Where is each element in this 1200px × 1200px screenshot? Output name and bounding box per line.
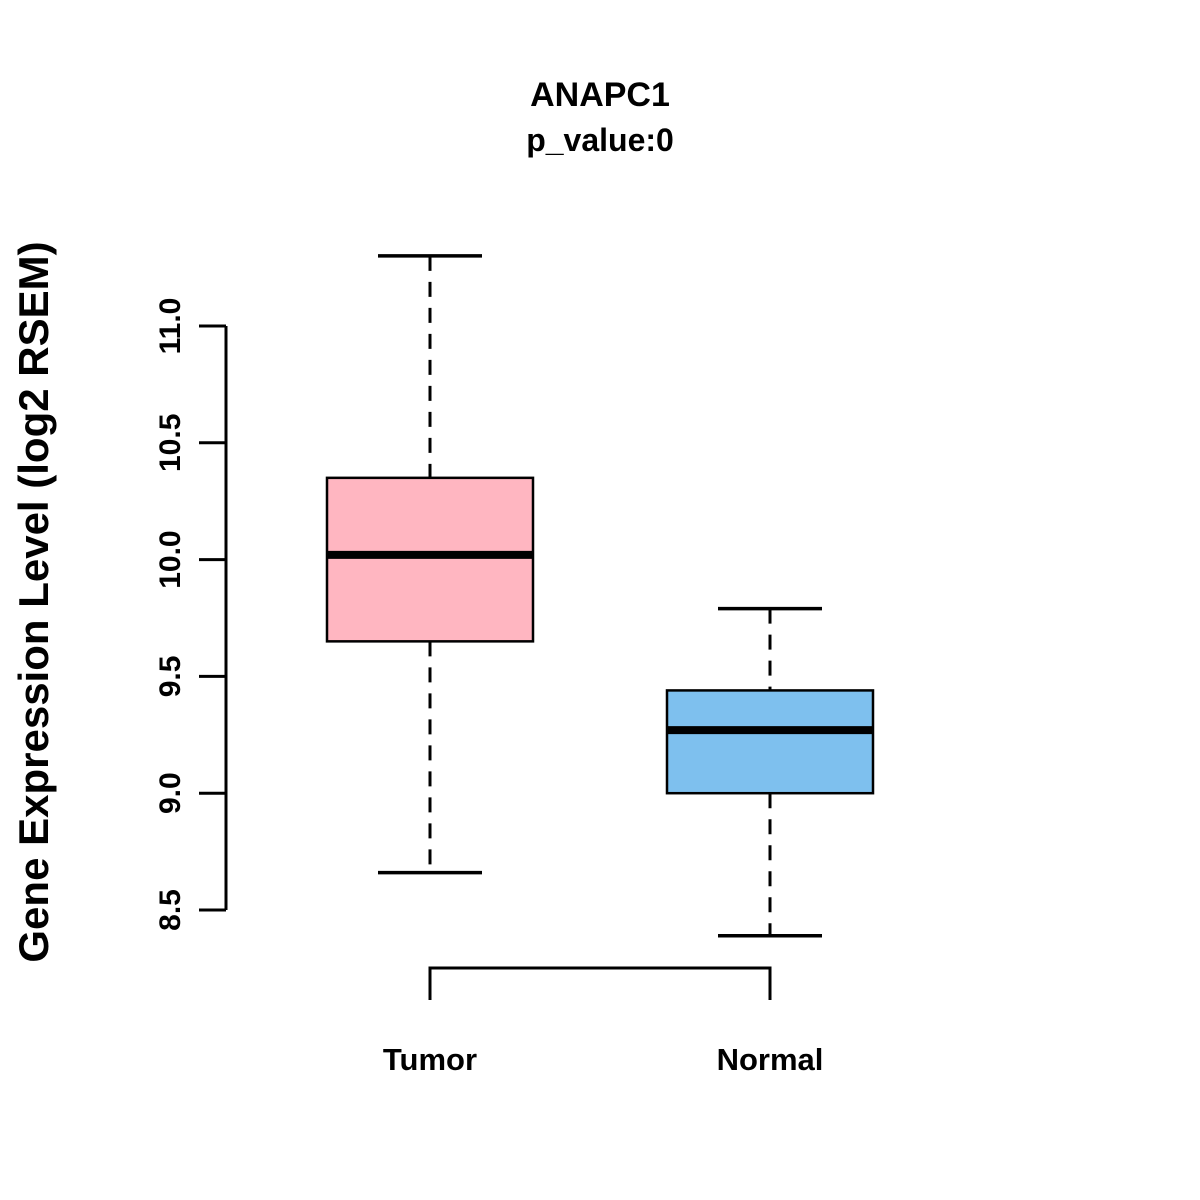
box-group-normal: Normal xyxy=(665,606,875,1077)
y-axis-title: Gene Expression Level (log2 RSEM) xyxy=(10,241,57,963)
x-category-label: Tumor xyxy=(383,1042,477,1077)
y-tick-label: 11.0 xyxy=(154,298,187,355)
y-tick-label: 9.0 xyxy=(154,772,187,814)
y-tick-label: 8.5 xyxy=(154,889,187,931)
y-tick-label: 9.5 xyxy=(154,656,187,698)
y-tick-label: 10.0 xyxy=(154,530,187,588)
y-tick-label: 10.5 xyxy=(154,414,187,472)
iqr-box xyxy=(665,689,875,795)
box-group-tumor: Tumor xyxy=(325,254,535,1077)
x-category-label: Normal xyxy=(717,1042,824,1077)
x-axis-bracket xyxy=(428,966,772,1000)
chart-title: ANAPC1 xyxy=(530,76,670,114)
chart-subtitle: p_value:0 xyxy=(526,122,674,158)
iqr-box xyxy=(325,476,535,643)
